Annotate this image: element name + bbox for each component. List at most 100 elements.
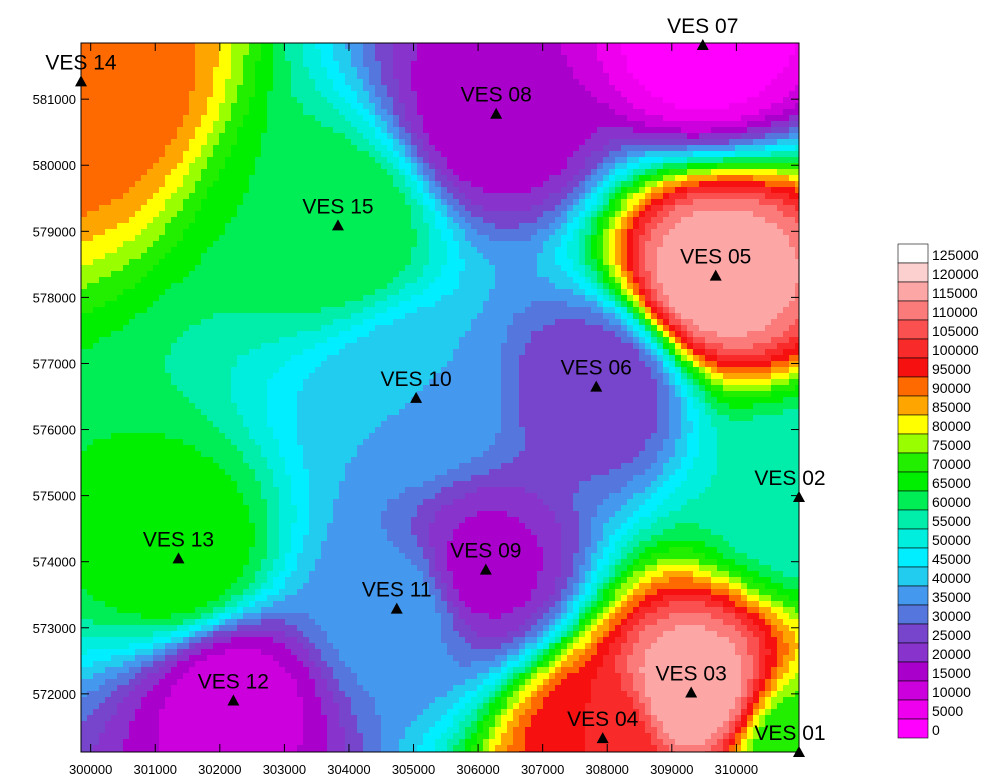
contour-cell bbox=[333, 253, 340, 260]
contour-cell bbox=[525, 241, 532, 248]
contour-cell bbox=[111, 115, 118, 122]
contour-cell bbox=[489, 157, 496, 164]
contour-cell bbox=[741, 283, 748, 290]
contour-cell bbox=[435, 73, 442, 80]
contour-cell bbox=[735, 115, 742, 122]
contour-cell bbox=[237, 97, 244, 104]
contour-cell bbox=[795, 271, 799, 278]
contour-cell bbox=[105, 157, 112, 164]
contour-cell bbox=[471, 127, 478, 134]
contour-cell bbox=[135, 61, 142, 68]
contour-cell bbox=[711, 199, 718, 206]
contour-cell bbox=[207, 223, 214, 230]
contour-cell bbox=[753, 253, 760, 260]
contour-cell bbox=[531, 193, 538, 200]
contour-cell bbox=[249, 133, 256, 140]
contour-cell bbox=[693, 67, 700, 74]
contour-cell bbox=[267, 109, 274, 116]
contour-cell bbox=[429, 259, 436, 266]
contour-cell bbox=[399, 67, 406, 74]
contour-cell bbox=[513, 109, 520, 116]
contour-cell bbox=[579, 139, 586, 146]
contour-cell bbox=[549, 259, 556, 266]
contour-cell bbox=[141, 277, 148, 284]
contour-cell bbox=[321, 151, 328, 158]
contour-cell bbox=[747, 277, 754, 284]
contour-cell bbox=[471, 157, 478, 164]
contour-cell bbox=[291, 169, 298, 176]
contour-cell bbox=[597, 229, 604, 236]
contour-cell bbox=[699, 271, 706, 278]
contour-cell bbox=[273, 265, 280, 272]
contour-cell bbox=[687, 259, 694, 266]
contour-cell bbox=[741, 163, 748, 170]
contour-cell bbox=[561, 91, 568, 98]
contour-cell bbox=[693, 145, 700, 152]
contour-cell bbox=[123, 103, 130, 110]
contour-cell bbox=[525, 145, 532, 152]
contour-cell bbox=[465, 151, 472, 158]
contour-cell bbox=[555, 49, 562, 56]
contour-cell bbox=[285, 181, 292, 188]
contour-cell bbox=[351, 97, 358, 104]
contour-cell bbox=[261, 283, 268, 290]
contour-cell bbox=[531, 223, 538, 230]
contour-cell bbox=[705, 193, 712, 200]
contour-cell bbox=[549, 187, 556, 194]
contour-cell bbox=[291, 265, 298, 272]
contour-cell bbox=[243, 187, 250, 194]
contour-cell bbox=[375, 49, 382, 56]
contour-cell bbox=[219, 175, 226, 182]
contour-cell bbox=[261, 85, 268, 92]
contour-cell bbox=[105, 235, 112, 242]
contour-cell bbox=[537, 67, 544, 74]
contour-cell bbox=[513, 163, 520, 170]
contour-cell bbox=[489, 193, 496, 200]
contour-cell bbox=[315, 229, 322, 236]
contour-cell bbox=[501, 103, 508, 110]
contour-cell bbox=[699, 85, 706, 92]
contour-cell bbox=[171, 73, 178, 80]
contour-cell bbox=[363, 151, 370, 158]
contour-cell bbox=[303, 109, 310, 116]
contour-cell bbox=[411, 277, 418, 284]
contour-cell bbox=[219, 265, 226, 272]
contour-cell bbox=[711, 109, 718, 116]
contour-cell bbox=[249, 199, 256, 206]
contour-cell bbox=[741, 193, 748, 200]
contour-cell bbox=[153, 85, 160, 92]
contour-cell bbox=[99, 187, 106, 194]
contour-cell bbox=[579, 151, 586, 158]
contour-cell bbox=[93, 97, 100, 104]
contour-cell bbox=[285, 85, 292, 92]
contour-cell bbox=[297, 283, 304, 290]
contour-cell bbox=[195, 175, 202, 182]
contour-cell bbox=[585, 67, 592, 74]
contour-cell bbox=[627, 181, 634, 188]
contour-cell bbox=[105, 205, 112, 212]
contour-cell bbox=[525, 163, 532, 170]
contour-cell bbox=[423, 55, 430, 62]
contour-cell bbox=[249, 121, 256, 128]
contour-cell bbox=[249, 265, 256, 272]
contour-cell bbox=[555, 151, 562, 158]
contour-cell bbox=[291, 67, 298, 74]
contour-cell bbox=[489, 241, 496, 248]
contour-cell bbox=[477, 265, 484, 272]
contour-cell bbox=[351, 43, 358, 50]
contour-cell bbox=[669, 115, 676, 122]
contour-cell bbox=[759, 211, 766, 218]
contour-cell bbox=[729, 277, 736, 284]
contour-cell bbox=[639, 235, 646, 242]
contour-cell bbox=[711, 247, 718, 254]
contour-cell bbox=[639, 163, 646, 170]
contour-cell bbox=[255, 157, 262, 164]
contour-cell bbox=[579, 103, 586, 110]
contour-cell bbox=[411, 97, 418, 104]
contour-cell bbox=[225, 139, 232, 146]
contour-cell bbox=[81, 43, 88, 50]
contour-cell bbox=[513, 193, 520, 200]
contour-cell bbox=[501, 97, 508, 104]
contour-cell bbox=[435, 91, 442, 98]
contour-cell bbox=[645, 247, 652, 254]
